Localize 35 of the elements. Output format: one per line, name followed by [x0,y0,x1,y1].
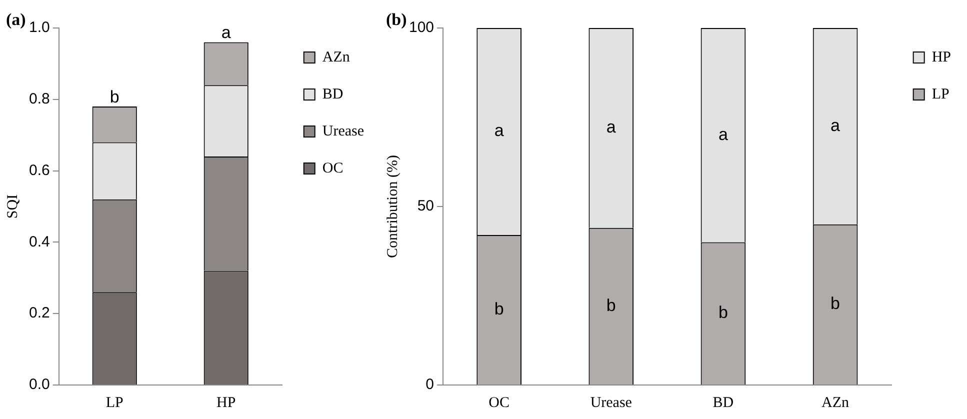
data-label: a [830,116,841,135]
y-tick-label: 0 [426,376,434,394]
annotation: b [110,87,120,106]
x-tick-label: HP [216,394,236,411]
annotation: a [221,23,232,42]
x-tick-label: LP [106,394,124,411]
data-label: a [606,118,616,137]
data-label: b [606,296,616,315]
legend-label: BD [322,86,344,102]
x-tick-label: OC [488,394,510,411]
y-tick-label: 0.8 [28,90,50,108]
legend-label: HP [932,49,952,66]
data-label: b [830,294,840,314]
legend-label: LP [932,86,950,102]
legend-label: AZn [322,49,350,66]
data-label: b [494,299,504,318]
y-tick-label: 0.0 [28,376,50,394]
y-tick-label: 0.2 [28,304,50,322]
y-tick-label: 1.0 [28,19,50,36]
legend-label: Urease [322,123,364,140]
y-tick-label: 0.4 [28,233,50,250]
x-tick-label: AZn [822,394,850,411]
y-tick-label: 50 [417,198,434,215]
data-label: b [718,303,728,322]
y-axis-title: Contribution (%) [384,155,401,258]
y-tick-label: 100 [408,19,434,36]
x-tick-label: BD [712,394,734,411]
data-label: a [718,124,728,144]
chart-title: (a) [6,10,26,30]
y-axis-title: SQI [4,194,21,219]
x-tick-label: Urease [590,394,632,411]
chart-title: (b) [386,10,407,30]
data-label: a [494,121,504,140]
y-tick-label: 0.6 [28,162,50,179]
legend-label: OC [322,160,344,176]
